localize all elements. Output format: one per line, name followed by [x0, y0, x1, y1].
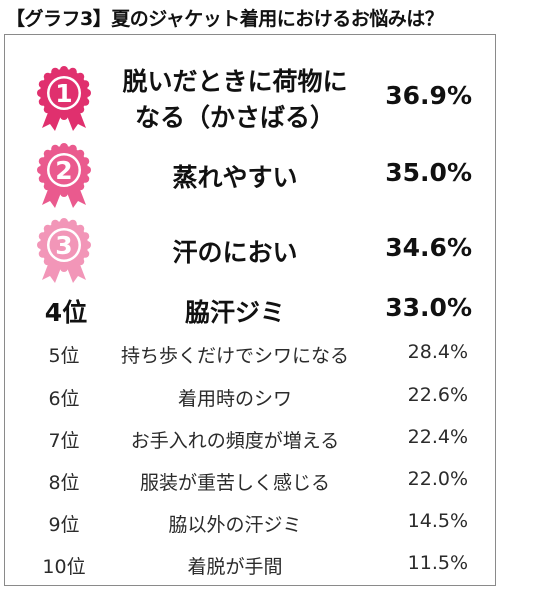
rank-label: 8位	[48, 472, 80, 494]
item-label: 着脱が手間	[187, 556, 283, 578]
percent-value: 35.0%	[385, 158, 472, 187]
percent-value: 22.4%	[407, 426, 468, 448]
item-label: 服装が重苦しく感じる	[139, 472, 330, 494]
percent-value: 22.0%	[407, 468, 468, 490]
percent-value: 34.6%	[385, 233, 472, 262]
rank-2-medal-icon: 2	[36, 143, 92, 213]
item-label: 持ち歩くだけでシワになる	[120, 345, 349, 367]
percent-value: 22.6%	[407, 384, 468, 406]
rank-label: 5位	[48, 345, 80, 367]
percent-value: 36.9%	[385, 81, 472, 110]
rank-label: 4位	[44, 298, 88, 327]
item-label: 脇以外の汗ジミ	[168, 514, 302, 536]
chart-title: 【グラフ3】夏のジャケット着用におけるお悩みは？	[6, 8, 444, 30]
rank-1-medal-icon: 1	[36, 66, 92, 136]
percent-value: 28.4%	[407, 341, 468, 363]
rank-label: 10位	[42, 556, 86, 578]
rank-label: 6位	[48, 388, 80, 410]
item-label: 脱いだときに荷物に	[122, 67, 348, 96]
item-label: 着用時のシワ	[177, 388, 292, 410]
rank-3-medal-icon: 3	[36, 218, 92, 288]
item-label: お手入れの頻度が増える	[130, 430, 340, 452]
percent-value: 11.5%	[407, 552, 468, 574]
rank-label: 9位	[48, 514, 80, 536]
item-label: なる（かさばる）	[134, 103, 335, 132]
rank-label: 7位	[48, 430, 80, 452]
percent-value: 33.0%	[385, 293, 472, 322]
item-label: 蒸れやすい	[172, 163, 298, 192]
ranking-frame	[4, 34, 496, 586]
item-label: 汗のにおい	[172, 238, 298, 267]
item-label: 脇汗ジミ	[184, 298, 285, 327]
svg-text:1: 1	[55, 79, 72, 108]
percent-value: 14.5%	[407, 510, 468, 532]
svg-text:2: 2	[55, 156, 72, 185]
svg-text:3: 3	[55, 231, 72, 260]
